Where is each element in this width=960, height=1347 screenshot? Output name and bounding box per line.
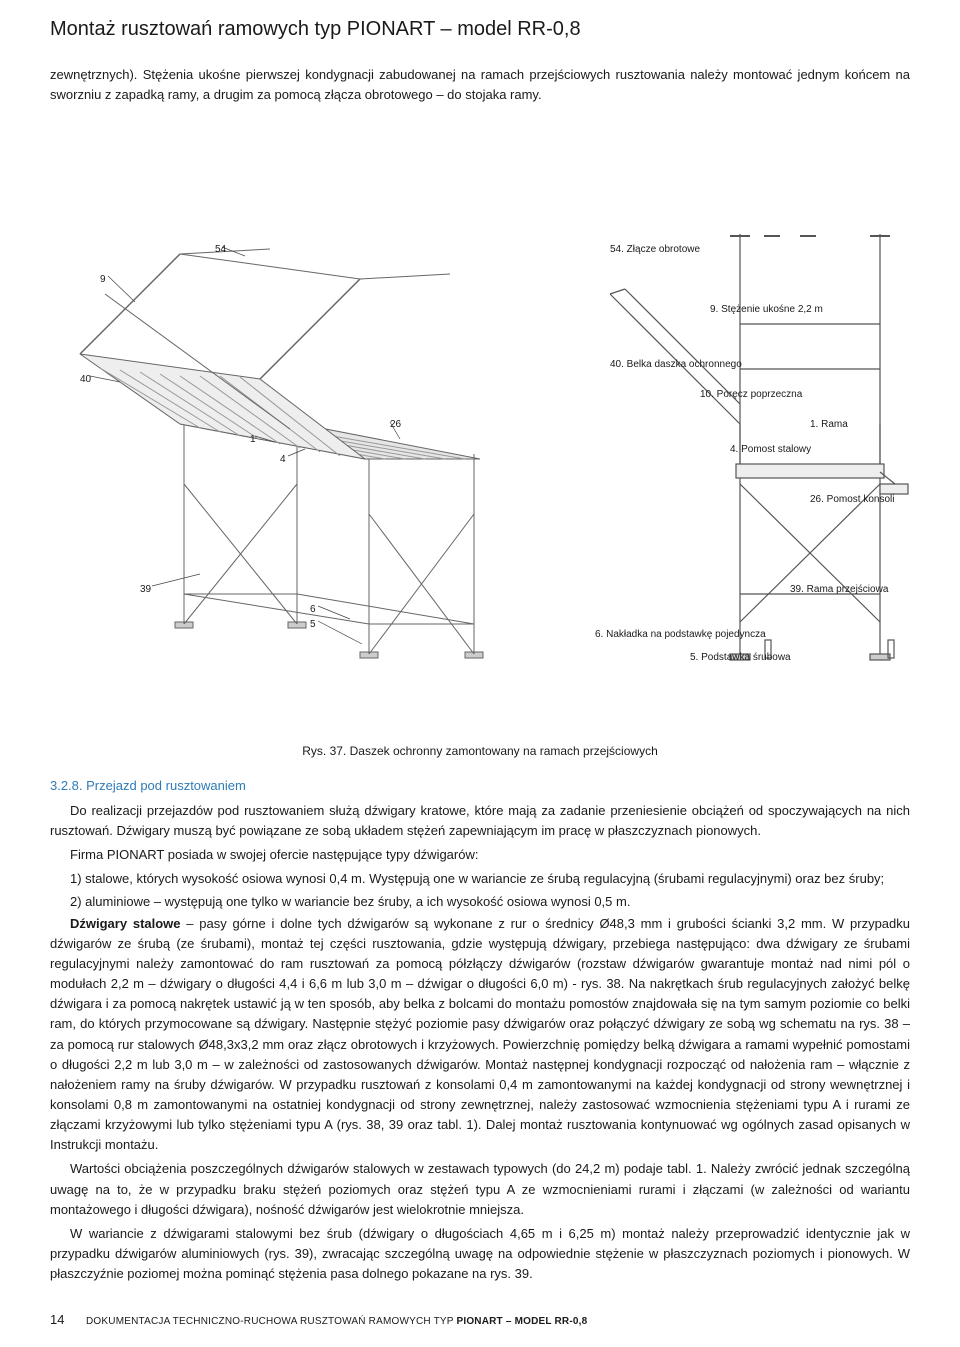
diagram-numeric-label: 9: [100, 274, 106, 285]
diagram-numeric-label: 5: [310, 619, 316, 630]
page-header: Montaż rusztowań ramowych typ PIONART – …: [50, 0, 910, 51]
diagram-numeric-label: 4: [280, 454, 286, 465]
diagram-text-label: 6. Nakładka na podstawkę pojedyncza: [595, 629, 766, 640]
intro-paragraph: zewnętrznych). Stężenia ukośne pierwszej…: [50, 65, 910, 104]
diagram-text-label: 26. Pomost konsoli: [810, 494, 895, 505]
diagram-text-label: 9. Stężenie ukośne 2,2 m: [710, 304, 823, 315]
diagram-numeric-label: 1: [250, 434, 256, 445]
diagram-numeric-label: 54: [215, 244, 226, 255]
diagram-text-label: 54. Złącze obrotowe: [610, 244, 700, 255]
diagram-text-label: 5. Podstawka śrubowa: [690, 652, 791, 663]
long-rest: – pasy górne i dolne tych dźwigarów są w…: [50, 916, 910, 1153]
page-number: 14: [50, 1312, 74, 1327]
scaffolding-diagram: 54 9 40 1 4 26 39 6 5 54. Złącze obrotowe 9. Stęż…: [50, 124, 910, 724]
body-paragraph: Do realizacji przejazdów pod rusztowanie…: [50, 801, 910, 841]
list-item: 1) stalowe, których wysokość osiowa wyno…: [50, 869, 910, 889]
body-paragraph: Firma PIONART posiada w swojej ofercie n…: [50, 845, 910, 865]
diagram-numeric-label: 26: [390, 419, 401, 430]
diagram-text-label: 4. Pomost stalowy: [730, 444, 811, 455]
figure-caption: Rys. 37. Daszek ochronny zamontowany na …: [50, 744, 910, 758]
bold-lead: Dźwigary stalowe: [70, 916, 181, 931]
diagram-text-label: 1. Rama: [810, 419, 848, 430]
page-footer: 14 DOKUMENTACJA TECHNICZNO-RUCHOWA RUSZT…: [50, 1312, 910, 1327]
list-item: 2) aluminiowe – występują one tylko w wa…: [50, 892, 910, 912]
footer-doc-title: DOKUMENTACJA TECHNICZNO-RUCHOWA RUSZTOWA…: [86, 1316, 910, 1327]
page-title: Montaż rusztowań ramowych typ PIONART – …: [50, 18, 910, 41]
diagram-numeric-label: 40: [80, 374, 91, 385]
section-heading: 3.2.8. Przejazd pod rusztowaniem: [50, 778, 910, 793]
diagram-svg: [50, 124, 910, 724]
body-paragraph-long: Dźwigary stalowe – pasy górne i dolne ty…: [50, 914, 910, 1156]
diagram-numeric-label: 39: [140, 584, 151, 595]
body-paragraph: Wartości obciążenia poszczególnych dźwig…: [50, 1159, 910, 1219]
body-paragraph: W wariancie z dźwigarami stalowymi bez ś…: [50, 1224, 910, 1284]
diagram-text-label: 39. Rama przejściowa: [790, 584, 888, 595]
diagram-text-label: 10. Poręcz poprzeczna: [700, 389, 802, 400]
diagram-numeric-label: 6: [310, 604, 316, 615]
diagram-text-label: 40. Belka daszka ochronnego: [610, 359, 742, 370]
